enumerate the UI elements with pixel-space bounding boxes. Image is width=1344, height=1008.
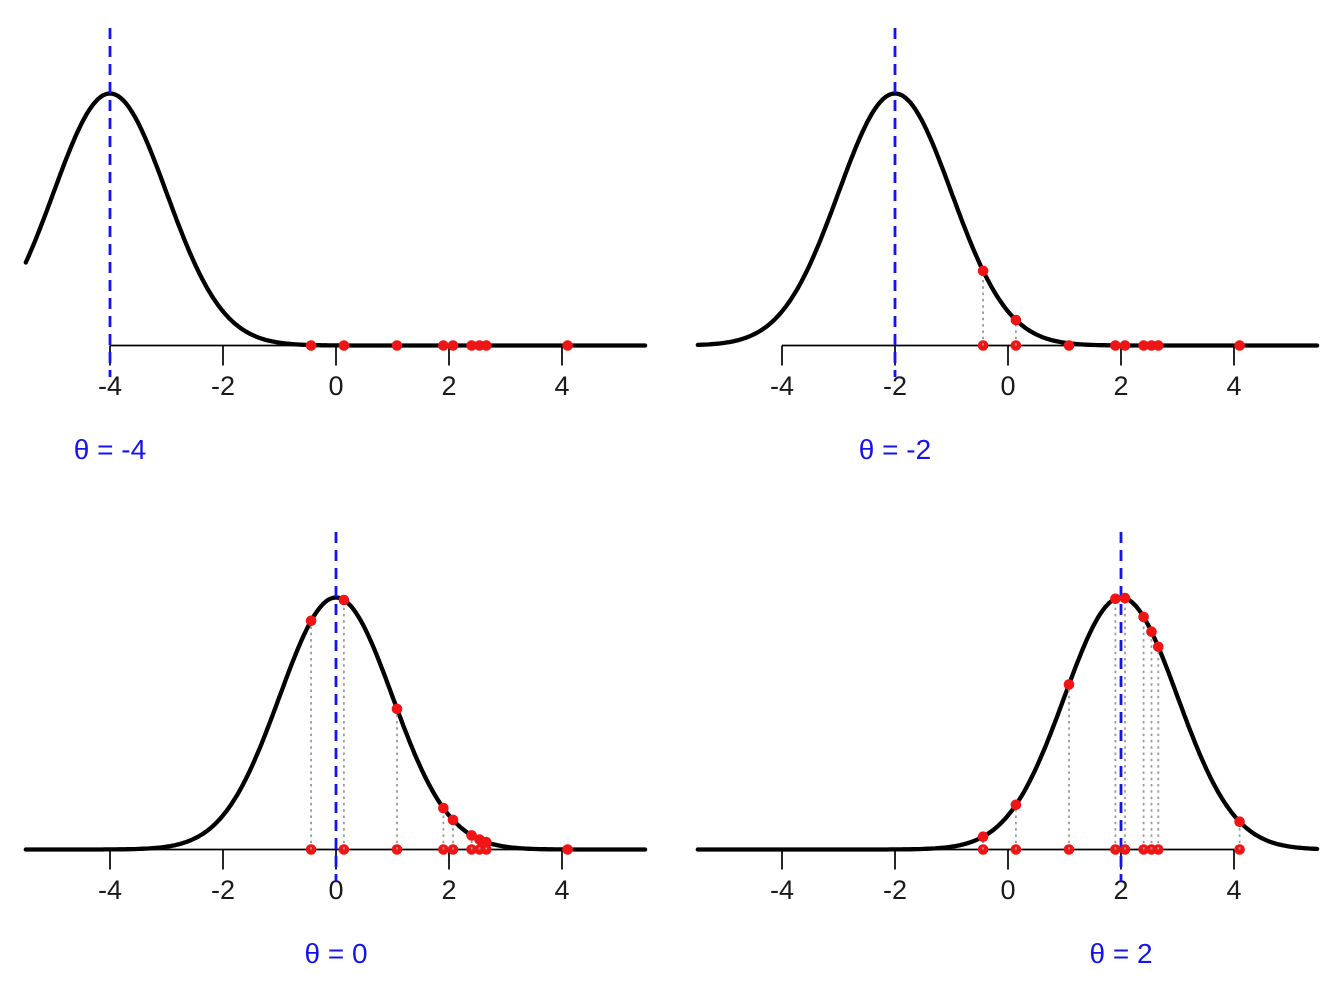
- data-point-curve: [977, 831, 989, 842]
- x-tick-label: -4: [770, 371, 794, 401]
- data-point-axis: [438, 844, 449, 855]
- data-point-axis: [466, 844, 477, 855]
- data-point-axis: [438, 340, 449, 351]
- panel-theta-0: -4 -2 0 2 4 θ = 0: [0, 504, 672, 1008]
- x-tick-label: 4: [1226, 371, 1241, 401]
- x-tick-label: 4: [1226, 875, 1241, 905]
- x-tick-label: 0: [328, 371, 343, 401]
- data-point-axis: [1063, 340, 1075, 351]
- data-point-curve: [1063, 679, 1075, 690]
- theta-label: θ = -2: [859, 434, 931, 465]
- x-tick-label: -4: [98, 875, 122, 905]
- data-point-axis: [305, 844, 317, 855]
- data-point-curve: [305, 615, 317, 627]
- data-point-axis: [562, 340, 573, 351]
- panel-plot-theta-2: -4 -2 0 2 4 θ = 2: [695, 532, 1320, 969]
- x-tick-label: 2: [1113, 875, 1128, 905]
- data-point-axis: [1153, 844, 1164, 855]
- data-point-curve: [1010, 314, 1022, 326]
- data-point-axis: [977, 844, 989, 855]
- data-point-curve: [1110, 593, 1121, 605]
- data-point-axis: [466, 340, 477, 351]
- data-point-axis: [1110, 844, 1121, 855]
- data-point-axis: [481, 844, 492, 855]
- x-tick-label: 4: [554, 875, 569, 905]
- data-point-axis: [338, 340, 350, 351]
- theta-label: θ = 2: [1089, 938, 1152, 969]
- panel-theta-neg2: -4 -2 0 2 4 θ = -2: [672, 0, 1344, 504]
- normal-density-curve: [23, 595, 648, 852]
- normal-density-curve: [695, 595, 1320, 852]
- x-tick-label: -2: [211, 371, 235, 401]
- data-point-curve: [438, 802, 449, 814]
- data-point-axis: [1110, 340, 1121, 351]
- panel-theta-2: -4 -2 0 2 4 θ = 2: [672, 504, 1344, 1008]
- x-tick-label: 0: [328, 875, 343, 905]
- data-point-curve: [1138, 611, 1149, 623]
- normal-density-curve: [23, 91, 648, 348]
- x-tick-label: 2: [1113, 371, 1128, 401]
- data-point-curve: [391, 703, 403, 715]
- panel-plot-theta-neg2: -4 -2 0 2 4θ = -2: [695, 28, 1320, 465]
- x-tick-label: -2: [211, 875, 235, 905]
- data-point-axis: [391, 844, 403, 855]
- data-point-axis: [1119, 340, 1131, 351]
- data-point-axis: [1234, 844, 1245, 855]
- data-point-curve: [1119, 592, 1131, 604]
- data-point-axis: [1119, 844, 1131, 855]
- data-point-axis: [1234, 340, 1245, 351]
- data-point-curve: [1234, 816, 1245, 827]
- x-tick-label: 0: [1000, 371, 1015, 401]
- data-point-axis: [305, 340, 317, 351]
- x-tick-label: 0: [1000, 875, 1015, 905]
- data-point-curve: [1153, 641, 1164, 653]
- x-tick-label: 2: [441, 875, 456, 905]
- data-point-curve: [1010, 799, 1022, 811]
- data-point-axis: [391, 340, 403, 351]
- data-point-curve: [466, 830, 477, 841]
- theta-label: θ = 0: [304, 938, 367, 969]
- data-point-axis: [1138, 340, 1149, 351]
- data-point-axis: [338, 844, 350, 855]
- data-point-curve: [481, 836, 492, 848]
- panel-theta-neg4: -4 -2 0 2 4 θ = -4: [0, 0, 672, 504]
- x-tick-label: 2: [441, 371, 456, 401]
- data-point-axis: [447, 340, 459, 351]
- data-point-curve: [447, 814, 459, 826]
- theta-label: θ = -4: [74, 434, 146, 465]
- panel-plot-theta-0: -4 -2 0 2 4 θ = 0: [23, 532, 648, 969]
- data-point-axis: [562, 844, 573, 855]
- data-point-axis: [1138, 844, 1149, 855]
- x-tick-label: 4: [554, 371, 569, 401]
- data-point-curve: [977, 265, 989, 277]
- data-point-axis: [1010, 844, 1022, 855]
- data-point-axis: [1063, 844, 1075, 855]
- x-tick-label: -4: [770, 875, 794, 905]
- normal-density-curve: [695, 91, 1320, 348]
- data-point-axis: [481, 340, 492, 351]
- data-point-axis: [1153, 340, 1164, 351]
- panel-plot-theta-neg4: -4 -2 0 2 4θ = -4: [23, 28, 648, 465]
- data-point-axis: [447, 844, 459, 855]
- data-point-curve: [338, 594, 350, 606]
- x-tick-label: -2: [883, 875, 907, 905]
- data-point-curve: [1146, 626, 1157, 637]
